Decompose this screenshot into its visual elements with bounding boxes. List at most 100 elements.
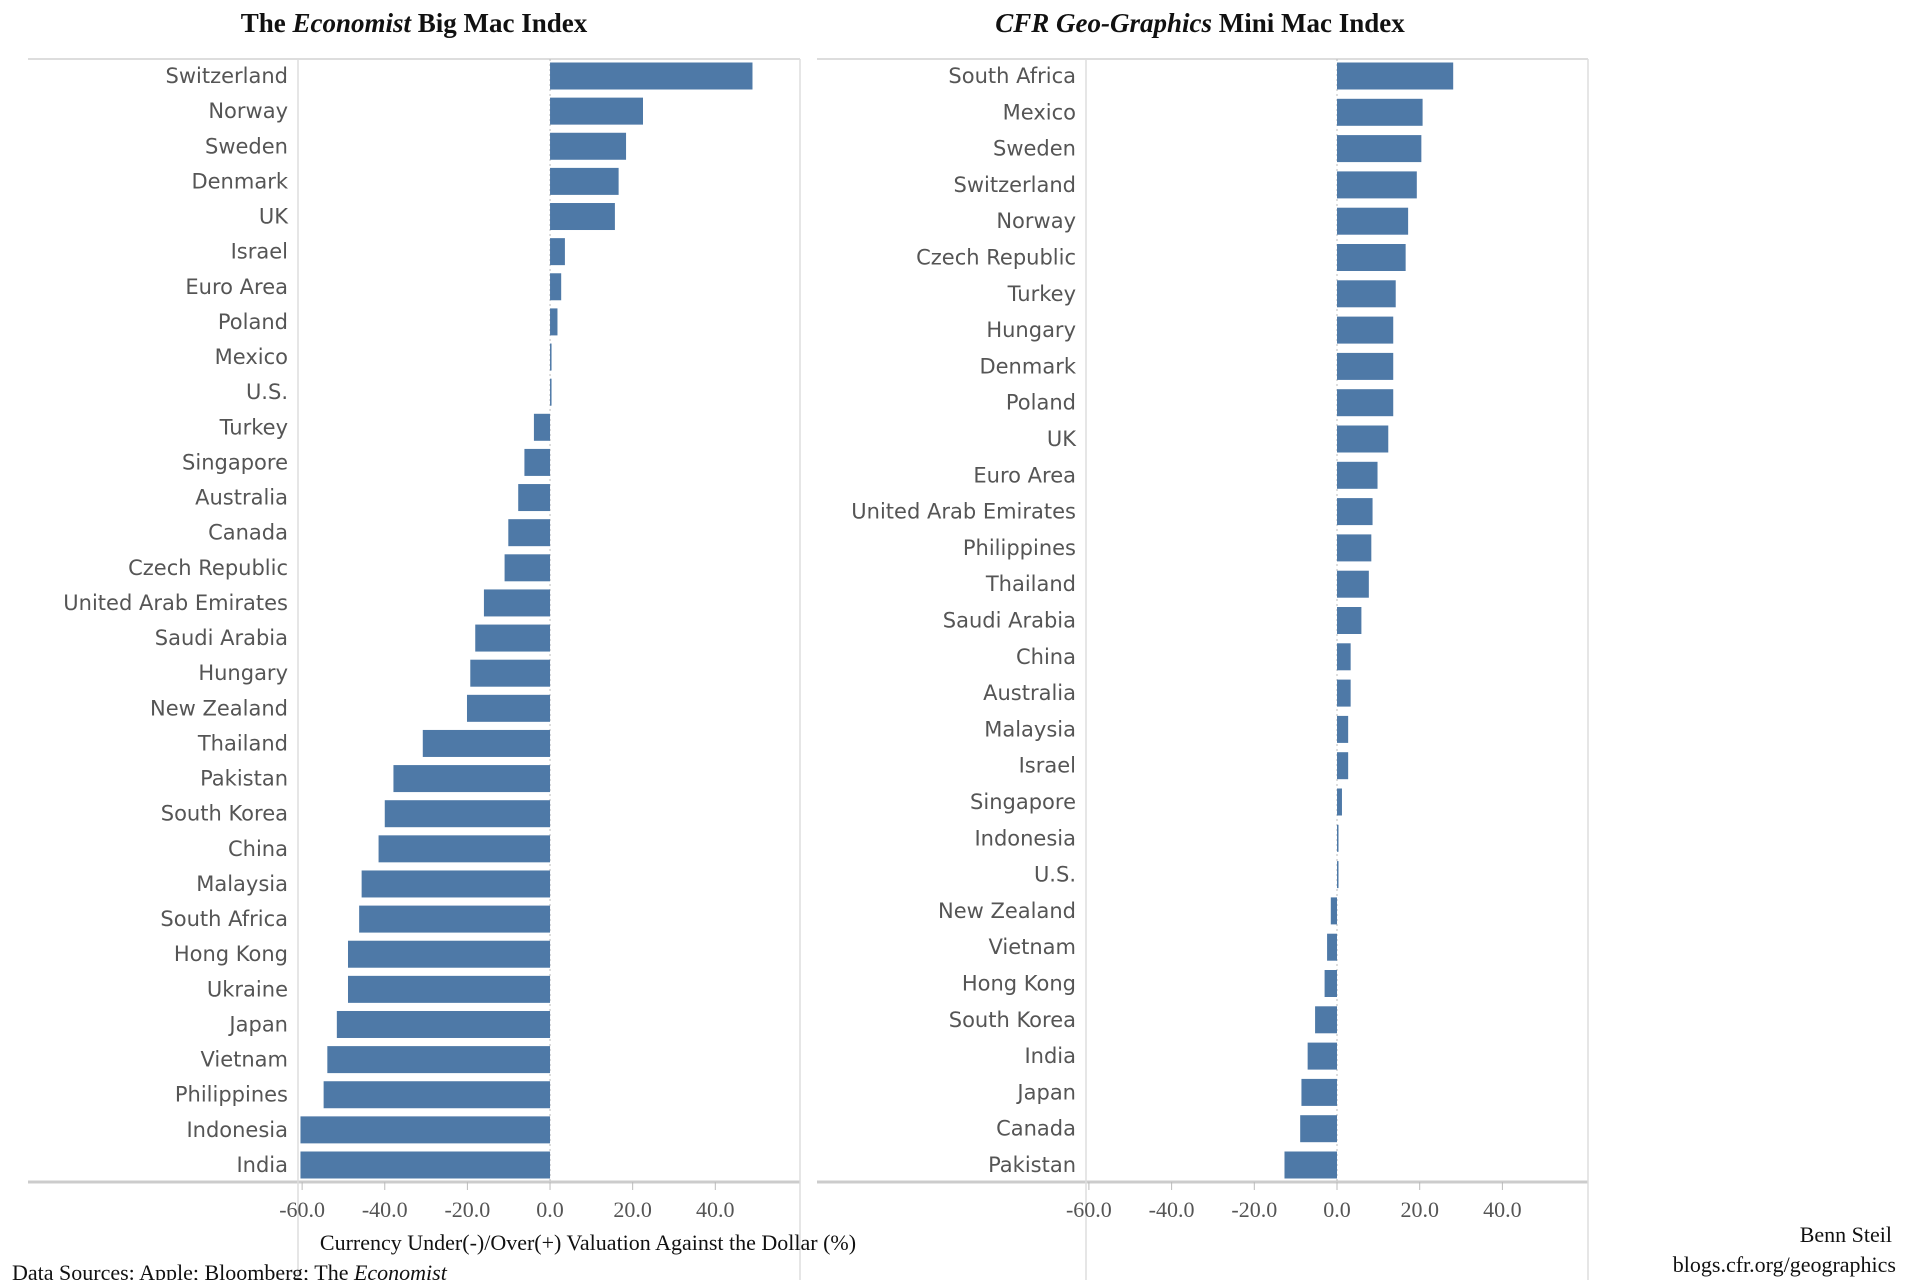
category-label: Vietnam bbox=[988, 935, 1076, 959]
bar-thailand bbox=[422, 729, 551, 757]
category-label: Mexico bbox=[215, 345, 288, 369]
bar-uk bbox=[1337, 425, 1389, 453]
bar-singapore bbox=[524, 448, 551, 476]
category-label: Thailand bbox=[985, 572, 1076, 596]
category-label: Norway bbox=[208, 99, 288, 123]
bar-czech-republic bbox=[504, 554, 551, 582]
category-label: Turkey bbox=[1007, 282, 1076, 306]
bar-mexico bbox=[550, 343, 552, 371]
category-label: Thailand bbox=[197, 731, 288, 755]
category-label: Japan bbox=[1015, 1080, 1076, 1104]
bar-sweden bbox=[550, 132, 627, 160]
category-label: Mexico bbox=[1003, 100, 1076, 124]
category-label: China bbox=[228, 837, 288, 861]
category-label: South Korea bbox=[949, 1008, 1076, 1032]
category-label: South Africa bbox=[160, 907, 288, 931]
panel-big-mac-index: The Economist Big Mac Index Switzerland No… bbox=[28, 8, 801, 1280]
bar-euro-area bbox=[1337, 461, 1378, 489]
category-label: Philippines bbox=[963, 536, 1076, 560]
category-label: Malaysia bbox=[984, 717, 1076, 741]
bar-united-arab-emirates bbox=[1337, 498, 1373, 526]
category-label: New Zealand bbox=[938, 899, 1076, 923]
category-label: Singapore bbox=[970, 790, 1076, 814]
tick-label: -60.0 bbox=[1066, 1197, 1112, 1222]
category-label: South Korea bbox=[161, 802, 288, 826]
chart-title: The Economist Big Mac Index bbox=[241, 8, 588, 38]
bar-sweden bbox=[1337, 135, 1422, 163]
bar-turkey bbox=[533, 413, 551, 441]
bar-u-s- bbox=[1337, 861, 1339, 889]
tick-label: 40.0 bbox=[1483, 1197, 1522, 1222]
tick-label: -40.0 bbox=[1149, 1197, 1195, 1222]
category-label: U.S. bbox=[246, 380, 288, 404]
bar-switzerland bbox=[550, 62, 753, 90]
chart-title-part: Mini Mac Index bbox=[1212, 8, 1405, 38]
bar-china bbox=[1337, 643, 1351, 671]
tick-label: -40.0 bbox=[362, 1197, 408, 1222]
bar-india bbox=[300, 1151, 551, 1179]
bar-japan bbox=[1301, 1078, 1337, 1106]
site-credit: blogs.cfr.org/geographics bbox=[1673, 1252, 1896, 1277]
data-sources-text: Data Sources: Apple; Bloomberg; The bbox=[12, 1260, 354, 1280]
category-label: Sweden bbox=[993, 137, 1076, 161]
category-label: Canada bbox=[996, 1117, 1076, 1141]
category-label: Australia bbox=[983, 681, 1076, 705]
bar-hungary bbox=[1337, 316, 1394, 344]
category-label: U.S. bbox=[1034, 863, 1076, 887]
category-label: Israel bbox=[231, 240, 288, 264]
category-label: Poland bbox=[1006, 391, 1076, 415]
bar-australia bbox=[1337, 679, 1351, 707]
category-label: UK bbox=[259, 205, 289, 229]
bar-israel bbox=[1337, 752, 1349, 780]
tick-label: 20.0 bbox=[613, 1197, 652, 1222]
category-label: Pakistan bbox=[988, 1153, 1076, 1177]
bar-south-korea bbox=[384, 800, 551, 828]
bar-turkey bbox=[1337, 280, 1396, 308]
category-label: Hong Kong bbox=[962, 972, 1076, 996]
category-label: Pakistan bbox=[200, 767, 288, 791]
data-sources: Data Sources: Apple; Bloomberg; The Econ… bbox=[12, 1260, 448, 1280]
bar-new-zealand bbox=[466, 694, 551, 722]
bar-denmark bbox=[1337, 352, 1394, 380]
chart-title-part: Economist bbox=[291, 8, 412, 38]
bar-canada bbox=[508, 519, 551, 547]
chart-title: CFR Geo-Graphics Mini Mac Index bbox=[995, 8, 1405, 38]
category-label: Indonesia bbox=[186, 1118, 288, 1142]
tick-label: 20.0 bbox=[1400, 1197, 1439, 1222]
category-label: Switzerland bbox=[166, 64, 289, 88]
bar-malaysia bbox=[361, 870, 551, 898]
bar-vietnam bbox=[327, 1046, 551, 1074]
category-label: Indonesia bbox=[974, 826, 1076, 850]
category-label: Vietnam bbox=[200, 1048, 288, 1072]
bar-ukraine bbox=[347, 975, 551, 1003]
category-label: Australia bbox=[195, 486, 288, 510]
category-label: Czech Republic bbox=[128, 556, 288, 580]
tick-label: -60.0 bbox=[279, 1197, 325, 1222]
category-label: UK bbox=[1047, 427, 1077, 451]
category-label: South Africa bbox=[948, 64, 1076, 88]
chart-title-part: The bbox=[241, 8, 293, 38]
category-label: Saudi Arabia bbox=[155, 626, 288, 650]
category-label: United Arab Emirates bbox=[851, 500, 1076, 524]
tick-label: -20.0 bbox=[1231, 1197, 1277, 1222]
category-label: Japan bbox=[227, 1012, 288, 1036]
bar-united-arab-emirates bbox=[483, 589, 551, 617]
category-label: Denmark bbox=[191, 169, 288, 193]
bar-hong-kong bbox=[1324, 970, 1337, 997]
bar-norway bbox=[1337, 207, 1409, 235]
bar-euro-area bbox=[550, 273, 562, 301]
category-label: United Arab Emirates bbox=[63, 591, 288, 615]
bar-thailand bbox=[1337, 570, 1369, 598]
bar-indonesia bbox=[1337, 824, 1339, 852]
tick-label: 40.0 bbox=[696, 1197, 735, 1222]
bar-hong-kong bbox=[347, 940, 551, 968]
bar-japan bbox=[336, 1010, 551, 1038]
category-label: Hungary bbox=[198, 661, 288, 685]
bar-china bbox=[378, 835, 551, 863]
bar-czech-republic bbox=[1337, 244, 1406, 271]
bar-israel bbox=[550, 238, 565, 266]
bar-philippines bbox=[1337, 534, 1372, 562]
bar-saudi-arabia bbox=[1337, 607, 1362, 634]
category-label: Euro Area bbox=[973, 463, 1076, 487]
